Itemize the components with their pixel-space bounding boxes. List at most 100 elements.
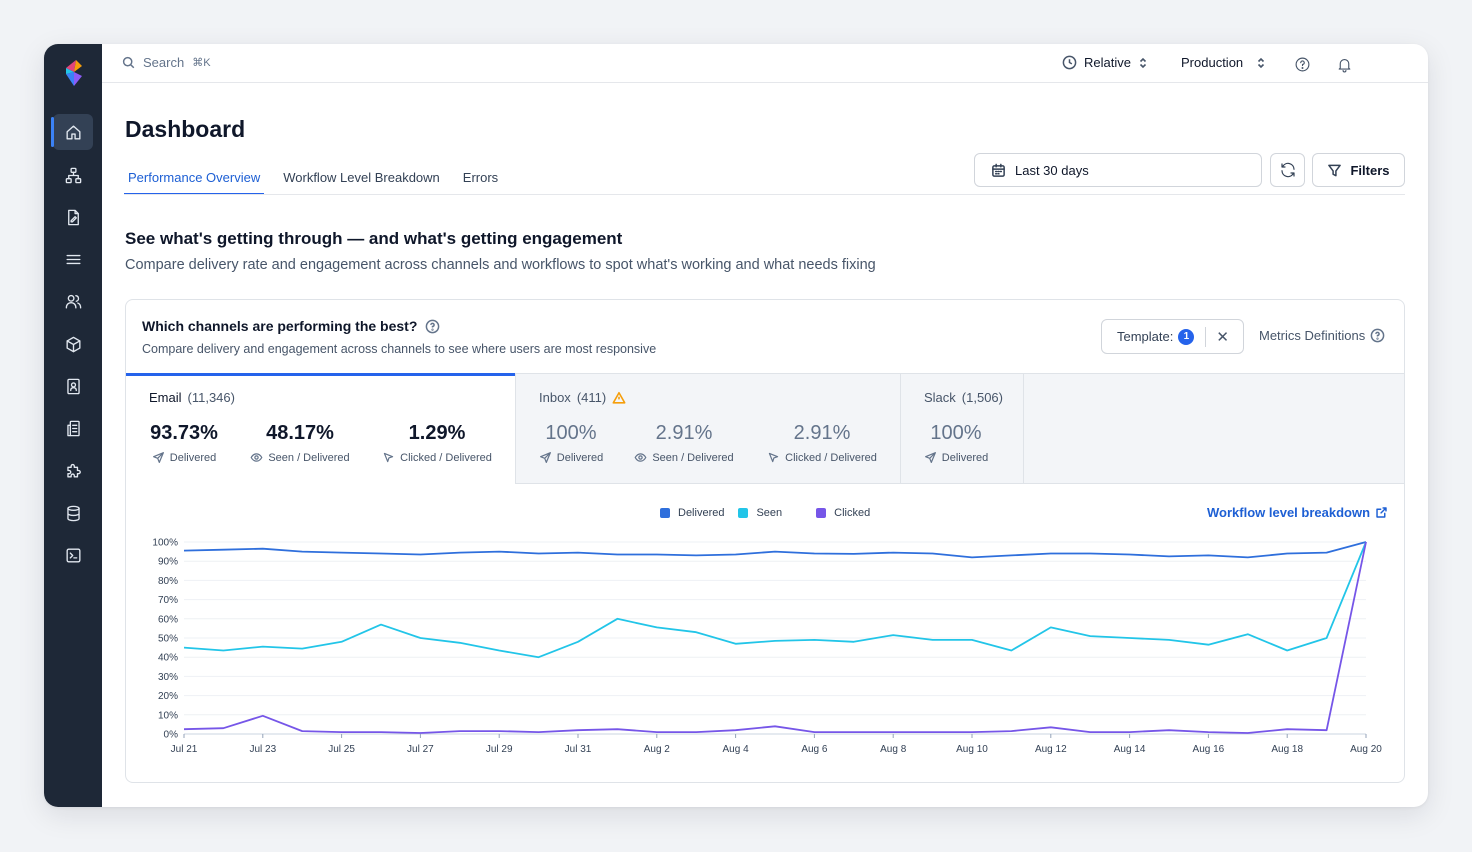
filters-label: Filters <box>1350 162 1390 178</box>
y-tick-label: 20% <box>158 691 178 702</box>
metrics-definitions-link[interactable]: Metrics Definitions <box>1259 328 1385 343</box>
channel-tile-slack[interactable]: Slack (1,506) 100% Delivered <box>901 374 1024 484</box>
metric-value: 48.17% <box>266 422 334 444</box>
metric-label: Clicked / Delivered <box>381 451 493 464</box>
y-tick-label: 100% <box>152 538 178 549</box>
sidebar-item-reports[interactable] <box>53 410 93 446</box>
clock-icon <box>1062 55 1077 70</box>
channel-name: Email (11,346) <box>149 390 235 405</box>
sidebar-item-integrations[interactable] <box>53 452 93 488</box>
y-tick-label: 10% <box>158 710 178 721</box>
channel-tile-inbox[interactable]: Inbox (411) 100% Delivered 2.91% Seen / <box>516 374 901 484</box>
sidebar-item-data[interactable] <box>53 495 93 531</box>
tab-workflow-level-breakdown[interactable]: Workflow Level Breakdown <box>283 170 440 185</box>
metric-delivered: 100% Delivered <box>921 422 991 464</box>
refresh-button[interactable] <box>1270 153 1305 187</box>
sidebar-item-home[interactable] <box>51 114 93 150</box>
metric-value: 100% <box>930 422 982 444</box>
send-icon <box>924 452 936 463</box>
y-tick-label: 90% <box>158 557 178 568</box>
sidebar-item-users[interactable] <box>53 283 93 319</box>
x-tick-label: Aug 10 <box>956 744 988 755</box>
channel-name-text: Email <box>149 390 182 405</box>
channel-name-text: Slack <box>924 390 956 405</box>
send-icon <box>539 452 551 463</box>
chip-divider <box>1205 326 1207 347</box>
sidebar-item-logs[interactable] <box>53 241 93 277</box>
tab-errors[interactable]: Errors <box>462 170 499 185</box>
card-title: Which channels are performing the best? <box>142 318 440 334</box>
x-tick-label: Aug 8 <box>880 744 907 755</box>
chevron-updown-icon <box>1139 57 1147 68</box>
cube-icon <box>65 336 81 352</box>
y-tick-label: 0% <box>164 730 179 741</box>
list-icon <box>65 254 81 264</box>
search-placeholder: Search <box>143 55 185 70</box>
metric-label-text: Delivered <box>941 451 989 464</box>
legend-item-clicked[interactable]: Clicked <box>816 507 870 519</box>
terminal-icon <box>65 547 81 563</box>
environment-select[interactable]: Production <box>1181 55 1266 70</box>
metric-label: Seen / Delivered <box>632 451 736 464</box>
metric-seen: 48.17% Seen / Delivered <box>248 422 352 464</box>
search-input[interactable]: Search ⌘K <box>122 55 211 70</box>
metric-label-text: Clicked / Delivered <box>400 451 492 464</box>
cursor-icon <box>383 452 394 463</box>
help-icon <box>1370 328 1385 343</box>
legend-label: Delivered <box>678 507 725 519</box>
eye-icon <box>250 453 263 462</box>
legend-swatch <box>660 508 670 518</box>
time-mode-label: Relative <box>1084 55 1131 70</box>
template-count-badge: 1 <box>1178 328 1195 345</box>
metric-label: Seen / Delivered <box>248 451 352 464</box>
metric-label: Delivered <box>148 451 220 464</box>
x-tick-label: Jul 27 <box>407 744 434 755</box>
metric-label-text: Seen / Delivered <box>652 451 734 464</box>
legend-swatch <box>738 508 749 518</box>
brand-logo-icon[interactable] <box>62 58 86 88</box>
workflow-breakdown-link[interactable]: Workflow level breakdown <box>1207 505 1388 520</box>
puzzle-icon <box>66 463 81 478</box>
sidebar-item-contacts[interactable] <box>53 368 93 404</box>
close-icon[interactable]: ✕ <box>1216 328 1229 346</box>
metric-label: Clicked / Delivered <box>764 451 880 464</box>
legend-item-seen[interactable]: Seen <box>738 507 782 519</box>
metric-label-text: Delivered <box>169 451 217 464</box>
sidebar-item-workflows[interactable] <box>53 157 93 193</box>
channel-tile-email[interactable]: Email (11,346) 93.73% Delivered 48.17% S… <box>126 373 516 484</box>
help-button[interactable] <box>1292 54 1312 74</box>
template-filter-chip[interactable]: Template: 1 ✕ <box>1101 319 1244 354</box>
search-icon <box>122 56 135 69</box>
workflow-breakdown-label: Workflow level breakdown <box>1207 505 1371 520</box>
metric-value: 93.73% <box>150 422 218 444</box>
sidebar-item-console[interactable] <box>53 537 93 573</box>
sidebar-item-objects[interactable] <box>53 326 93 362</box>
help-icon <box>1295 57 1309 71</box>
sidebar-item-templates[interactable] <box>53 199 93 235</box>
filter-icon <box>1328 164 1342 176</box>
card-subtitle: Compare delivery and engagement across c… <box>142 342 657 356</box>
legend-swatch <box>816 508 827 518</box>
legend-label: Seen <box>756 507 783 519</box>
filters-button[interactable]: Filters <box>1312 153 1405 187</box>
y-tick-label: 40% <box>158 653 178 664</box>
metric-value: 100% <box>545 422 597 444</box>
notifications-button[interactable] <box>1334 54 1354 74</box>
tab-bar: Performance Overview Workflow Level Brea… <box>124 170 517 195</box>
help-icon[interactable] <box>425 319 440 334</box>
x-tick-label: Aug 4 <box>723 744 750 755</box>
x-tick-label: Jul 31 <box>565 744 592 755</box>
y-tick-label: 60% <box>158 614 178 625</box>
contact-book-icon <box>66 378 80 394</box>
report-icon <box>66 420 80 436</box>
legend-label: Clicked <box>834 507 871 519</box>
date-range-picker[interactable]: Last 30 days <box>974 153 1262 187</box>
tab-performance-overview[interactable]: Performance Overview <box>124 170 265 195</box>
metric-delivered: 100% Delivered <box>536 422 606 464</box>
legend-item-delivered[interactable]: Delivered <box>660 507 724 519</box>
x-tick-label: Jul 25 <box>328 744 355 755</box>
y-tick-label: 80% <box>158 576 178 587</box>
time-mode-select[interactable]: Relative <box>1062 55 1148 70</box>
date-range-label: Last 30 days <box>1015 162 1089 178</box>
warning-icon <box>612 391 626 404</box>
